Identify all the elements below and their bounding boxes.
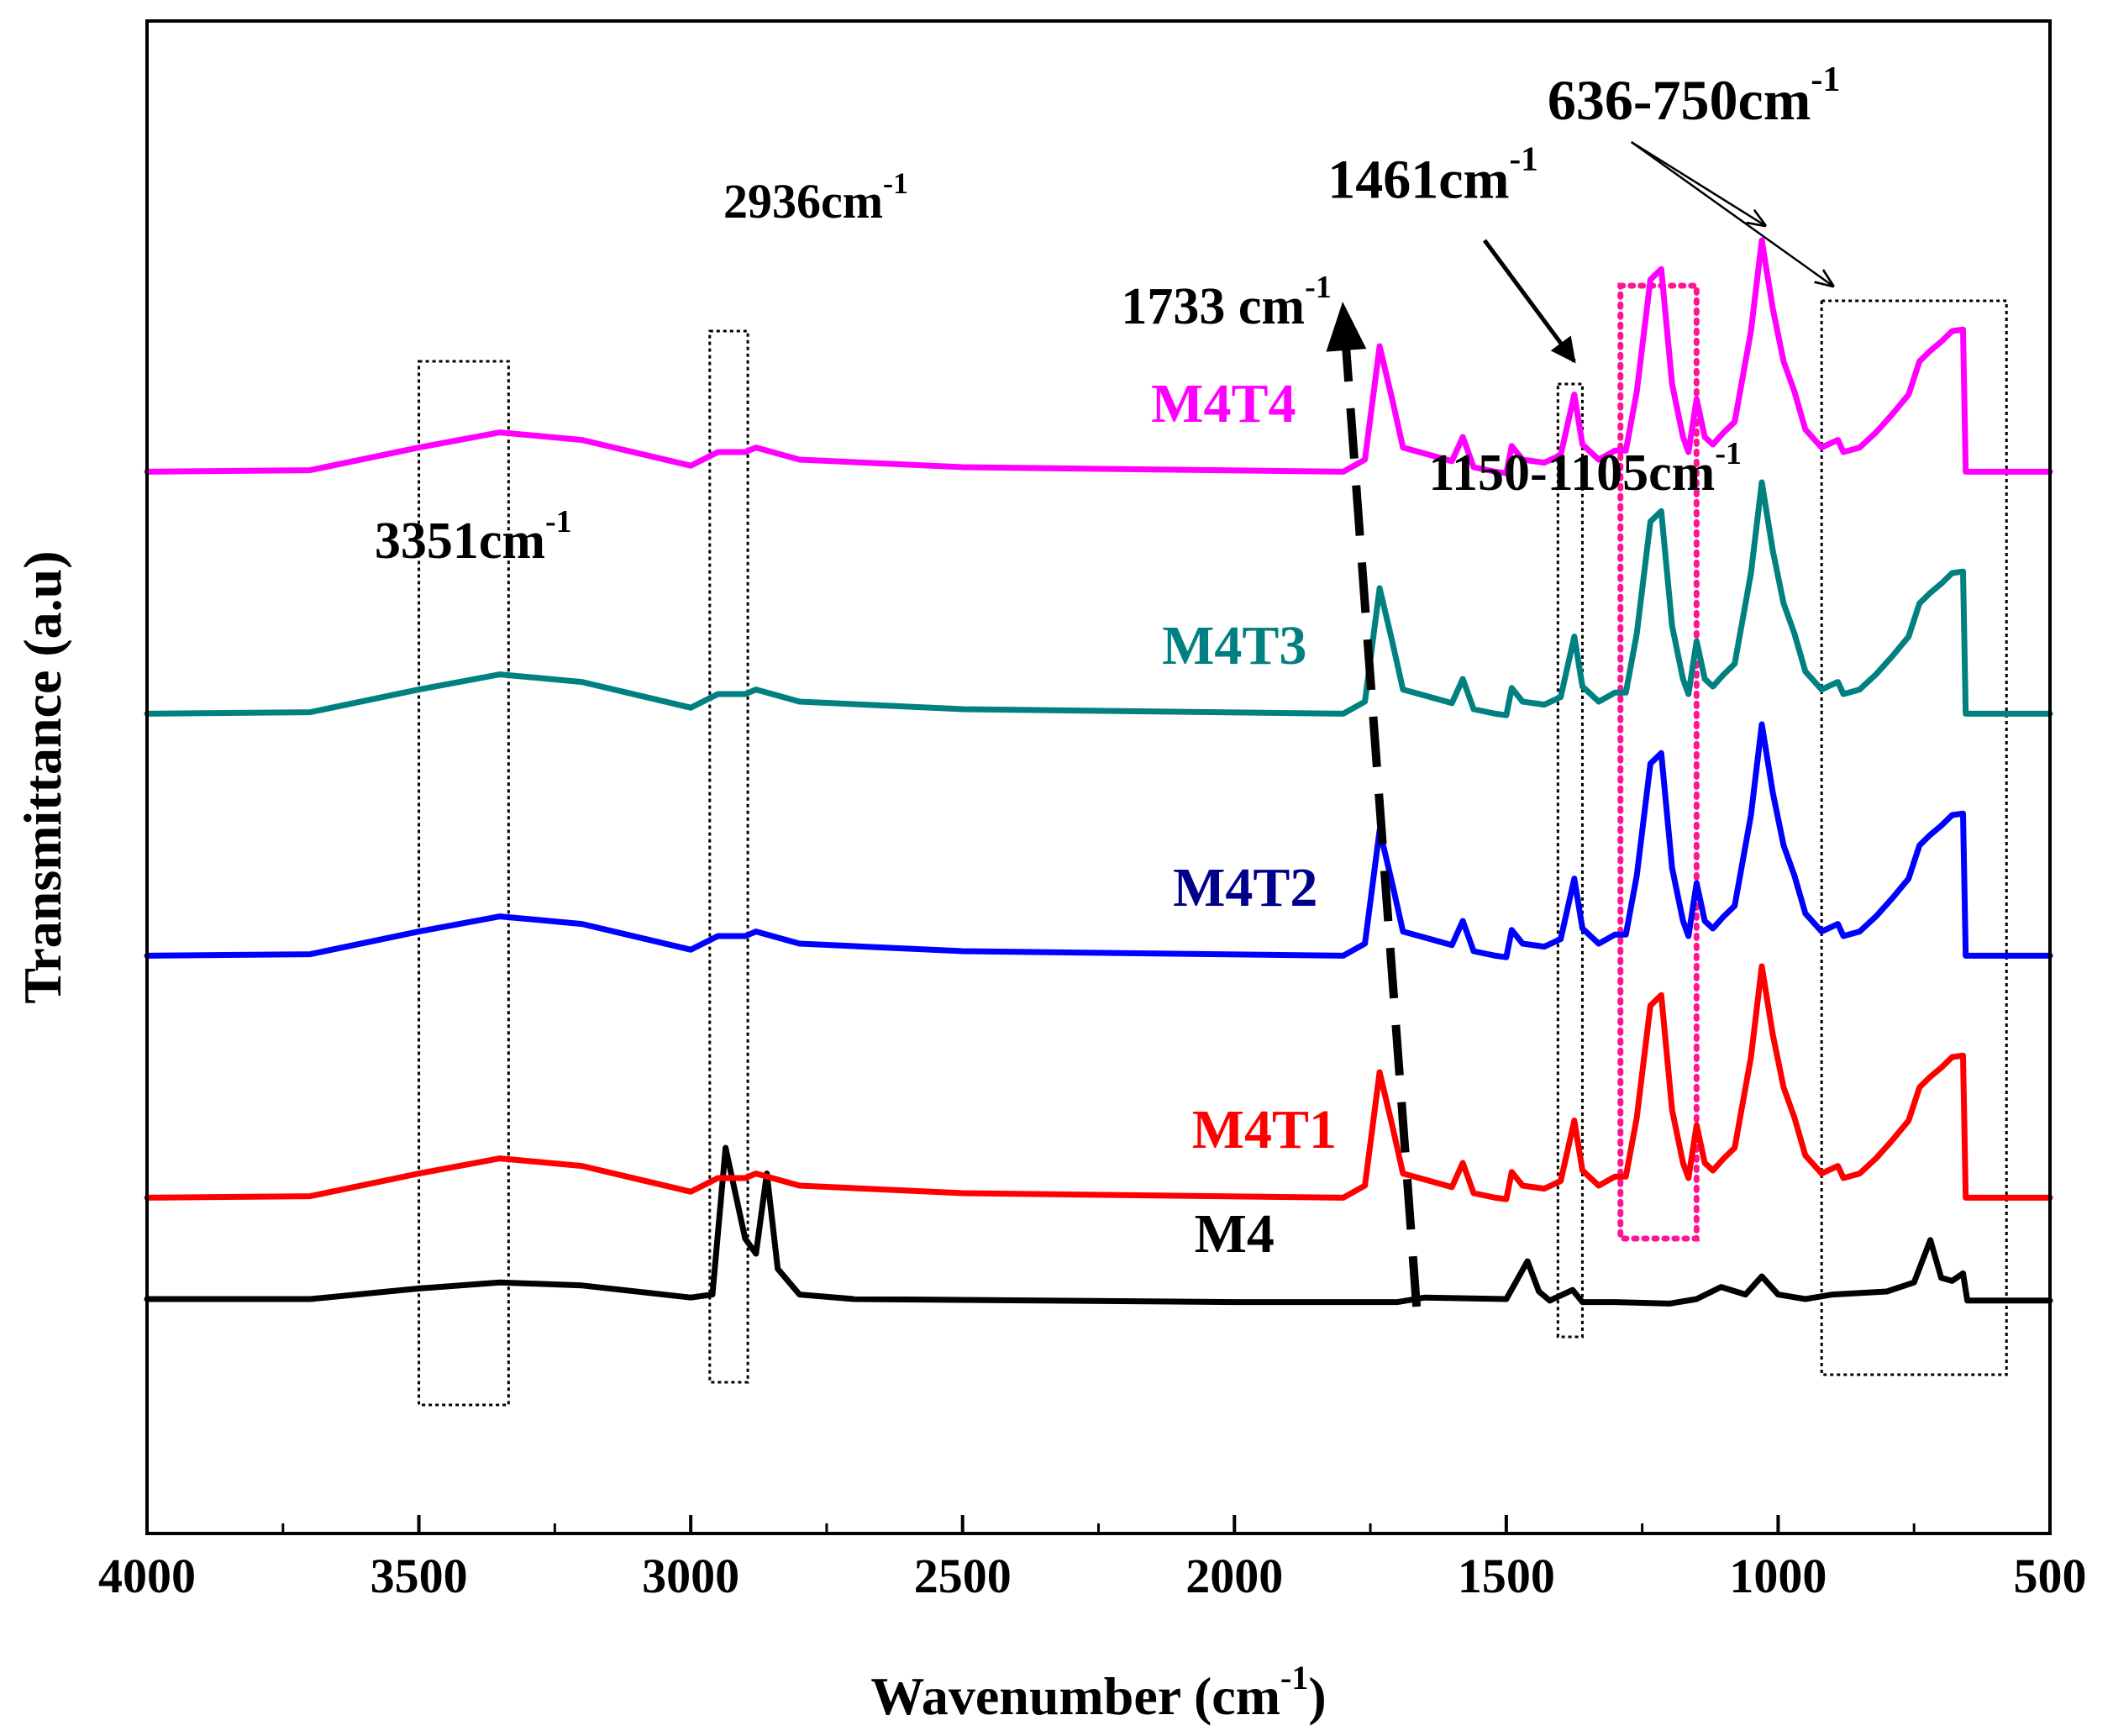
3351-box	[418, 360, 510, 1407]
x-axis-title-main: Wavenumber (cm	[870, 1666, 1280, 1726]
x-axis-title-superscript: -1	[1280, 1659, 1308, 1697]
ann-3351-text: 3351cm	[375, 513, 545, 570]
highlight-regions	[418, 282, 2008, 1407]
arrow-1733-trend	[1338, 308, 1422, 1307]
series-label-m4t2: M4T2	[1173, 857, 1317, 918]
x-tick-label: 3500	[371, 1549, 468, 1603]
series-lines	[144, 237, 2053, 1307]
ann-636-750: 636-750cm-1	[1548, 60, 1840, 132]
x-axis-title-close: )	[1308, 1666, 1326, 1726]
series-label-m4t1: M4T1	[1192, 1099, 1337, 1160]
arrow-636-750b	[1630, 140, 1832, 286]
series-line-m4	[144, 1144, 2053, 1307]
arrow-1461	[1482, 239, 1576, 364]
series-line-m4t2	[144, 721, 2053, 960]
ann-1150-1105-superscript: -1	[1715, 436, 1742, 471]
annotation-arrows	[1326, 140, 1832, 1307]
x-tick-label: 1500	[1458, 1549, 1555, 1603]
1461-box	[1556, 382, 1584, 1339]
series-line-m4t1	[144, 963, 2053, 1202]
x-tick-label: 4000	[98, 1549, 196, 1603]
ann-1733-text: 1733 cm	[1121, 278, 1305, 335]
ann-2936-superscript: -1	[883, 166, 908, 200]
ann-1461: 1461cm-1	[1327, 139, 1537, 211]
x-tick-label: 1000	[1729, 1549, 1827, 1603]
ann-1461-superscript: -1	[1510, 139, 1538, 178]
series-label-m4: M4	[1195, 1203, 1275, 1265]
ann-3351: 3351cm-1	[375, 504, 572, 570]
x-tick-label: 2500	[914, 1549, 1012, 1603]
ann-2936: 2936cm-1	[723, 166, 908, 229]
x-tick-label: 3000	[642, 1549, 739, 1603]
series-label-m4t3: M4T3	[1162, 615, 1306, 676]
ann-3351-superscript: -1	[545, 504, 572, 539]
series-line-m4t4	[144, 237, 2053, 476]
series-line-m4t3	[144, 479, 2053, 718]
x-axis-title: Wavenumber (cm-1)	[870, 1659, 1326, 1726]
y-axis-title: Transmittance (a.u)	[13, 550, 72, 1003]
ann-1461-text: 1461cm	[1327, 150, 1509, 211]
ann-1150-1105: 1150-1105cm-1	[1428, 436, 1742, 502]
x-axis-ticks: 4000 3500 3000 2500 2000 1500 1000 500	[98, 1515, 2087, 1603]
series-label-m4t4: M4T4	[1151, 373, 1296, 434]
arrow-636-750a	[1631, 140, 1765, 225]
series-labels: M4T4 M4T3 M4T2 M4T1 M4	[1151, 373, 1337, 1265]
636-750-box	[1820, 299, 2008, 1376]
ann-636-750-text: 636-750cm	[1548, 68, 1811, 132]
ann-1150-1105-text: 1150-1105cm	[1428, 445, 1715, 502]
ann-2936-text: 2936cm	[723, 174, 883, 229]
ann-1733-superscript: -1	[1305, 270, 1332, 305]
x-tick-label: 500	[2014, 1549, 2087, 1603]
ann-636-750-superscript: -1	[1811, 60, 1840, 99]
arrow-1733-trend-head	[1326, 302, 1367, 352]
1150-1105-box	[1617, 282, 1700, 1242]
ann-1733: 1733 cm-1	[1121, 270, 1331, 335]
x-tick-label: 2000	[1185, 1549, 1283, 1603]
